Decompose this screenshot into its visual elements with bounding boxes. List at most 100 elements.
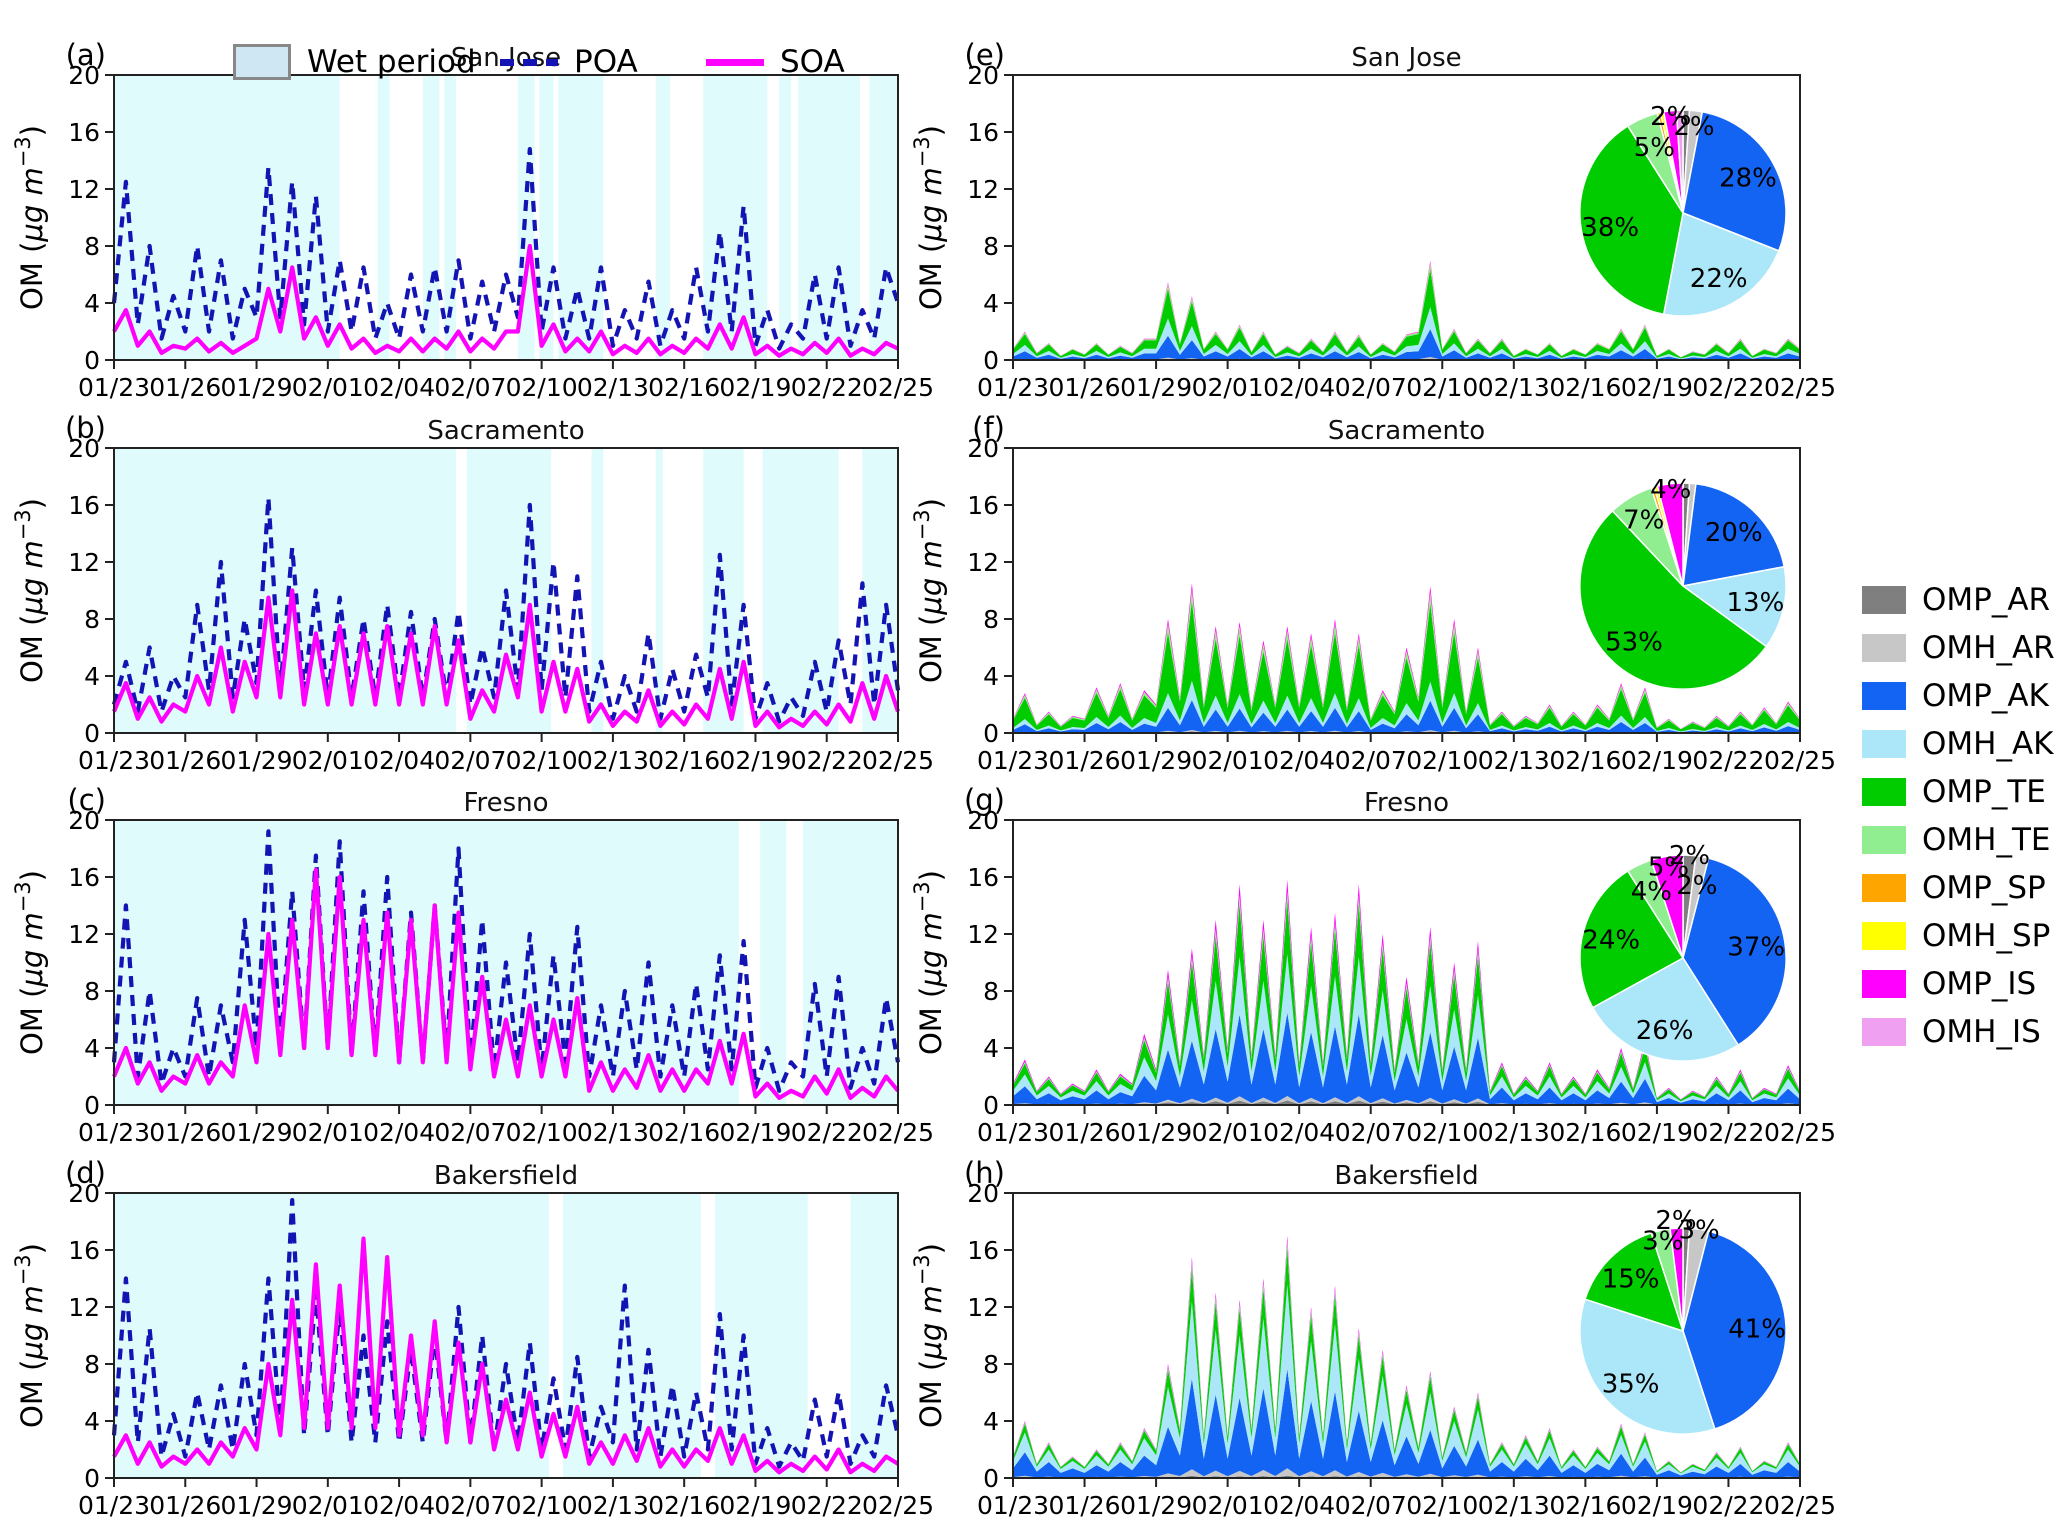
- x-tick-label: 02/19: [1621, 1118, 1693, 1147]
- x-tick-label: 02/19: [719, 1118, 791, 1147]
- x-tick-label: 02/16: [1549, 746, 1621, 775]
- x-tick-label: 02/16: [1549, 373, 1621, 402]
- legend-label: OMP_AK: [1922, 678, 2049, 714]
- wet-period-band: [715, 1193, 808, 1478]
- legend-swatch-icon: [1862, 1018, 1906, 1046]
- x-tick-label: 02/13: [577, 1118, 649, 1147]
- legend-swatch-icon: [1862, 778, 1906, 806]
- y-tick-label: 0: [84, 346, 100, 375]
- x-tick-label: 02/19: [1621, 1491, 1693, 1520]
- pie-label: 5%: [1634, 133, 1675, 163]
- x-tick-label: 01/26: [149, 746, 221, 775]
- legend-item-OMP_SP: OMP_SP: [1862, 864, 2055, 912]
- x-tick-label: 01/29: [1120, 373, 1192, 402]
- area-layer-OMP_IS: [1013, 879, 1800, 1100]
- x-tick-label: 02/16: [648, 1491, 720, 1520]
- panel-title: Sacramento: [427, 416, 584, 446]
- panel-e: 2%28%22%38%5%2%01/23 01/26 01/29 02/01 02/04…: [910, 38, 1836, 402]
- legend-item-soa: SOA: [706, 40, 845, 84]
- x-tick-label: 02/13: [1478, 373, 1550, 402]
- wet-period-band: [114, 448, 457, 733]
- area-layer-OMP_AK: [1013, 1369, 1800, 1478]
- x-tick-label: 01/23: [78, 373, 150, 402]
- legend-item-poa: POA: [500, 40, 638, 84]
- legend-item-OMH_AR: OMH_AR: [1862, 624, 2055, 672]
- y-tick-label: 0: [84, 719, 100, 748]
- x-tick-label: 02/07: [1335, 373, 1407, 402]
- x-tick-label: 01/26: [149, 1118, 221, 1147]
- x-tick-label: 02/04: [1263, 746, 1335, 775]
- wet-period-band: [114, 1193, 549, 1478]
- y-tick-label: 20: [967, 1179, 999, 1208]
- wet-period-band: [798, 75, 860, 360]
- panel-letter: (g): [964, 783, 1005, 817]
- legend-item-OMP_IS: OMP_IS: [1862, 960, 2055, 1008]
- x-tick-label: 02/04: [363, 1491, 435, 1520]
- y-tick-label: 20: [68, 806, 100, 835]
- y-axis-label: OM (μg m−3): [11, 125, 49, 310]
- x-tick-label: 02/16: [1549, 1491, 1621, 1520]
- x-tick-label: 02/04: [363, 746, 435, 775]
- x-tick-label: 02/25: [862, 373, 934, 402]
- x-tick-label: 01/29: [221, 1118, 293, 1147]
- panel-title: Sacramento: [1328, 416, 1485, 446]
- area-layer-OMP_AK: [1013, 329, 1800, 360]
- soa-line: [112, 243, 899, 358]
- x-tick-label: 01/26: [149, 373, 221, 402]
- x-tick-label: 01/23: [977, 1491, 1049, 1520]
- y-tick-label: 4: [84, 662, 100, 691]
- pie-label: 41%: [1728, 1315, 1786, 1345]
- legend-item-OMH_SP: OMH_SP: [1862, 912, 2055, 960]
- plot-frame: [1012, 819, 1801, 1106]
- pie-f: 20% 13% 53% 7%4%: [1579, 475, 1787, 690]
- panel-d: 01/23 01/26 01/29 02/01 02/04 02/07 02/10 02/13…: [11, 1156, 934, 1520]
- x-tick-label: 02/04: [363, 373, 435, 402]
- pie-slice-OMP_TE: [1579, 509, 1768, 690]
- x-tick-label: 02/25: [862, 1491, 934, 1520]
- x-tick-label: 02/10: [1406, 1491, 1478, 1520]
- y-tick-label: 0: [983, 1091, 999, 1120]
- x-tick-label: 02/10: [1406, 746, 1478, 775]
- x-tick-label: 01/29: [1120, 746, 1192, 775]
- wet-period-band: [762, 448, 839, 733]
- x-tick-label: 02/10: [506, 1491, 578, 1520]
- legend-label: OMP_TE: [1922, 774, 2046, 810]
- x-tick-label: 02/22: [791, 1118, 863, 1147]
- pie-slice-OMP_AK: [1682, 482, 1786, 587]
- pie-slice-OMH_AK: [1662, 211, 1780, 317]
- y-tick-label: 8: [84, 977, 100, 1006]
- wet-period-band: [655, 75, 670, 360]
- area-layer-OMP_AK: [1013, 700, 1800, 733]
- pie-slice-OMP_AK: [1682, 110, 1787, 252]
- panel-g: 2%2%37%26%24%4%5%01/23 01/26 01/29 02/01 02/…: [910, 783, 1836, 1147]
- y-tick-label: 16: [68, 863, 100, 892]
- pie-label: 2%: [1673, 112, 1714, 142]
- legend-item-OMP_AK: OMP_AK: [1862, 672, 2055, 720]
- plot-frame: [113, 1192, 899, 1479]
- area-layer-OMP_TE: [1013, 900, 1800, 1102]
- y-tick-label: 4: [84, 1034, 100, 1063]
- y-tick-label: 12: [967, 920, 999, 949]
- wet-period-band: [655, 448, 663, 733]
- y-tick-label: 4: [983, 662, 999, 691]
- y-tick-label: 12: [68, 920, 100, 949]
- y-axis-label: OM (μg m−3): [910, 125, 948, 310]
- plot-frame: [113, 74, 899, 361]
- x-tick-label: 02/19: [1621, 746, 1693, 775]
- y-axis-label: OM (μg m−3): [910, 1243, 948, 1428]
- plot-frame: [1012, 1192, 1801, 1479]
- x-tick-label: 01/29: [221, 1491, 293, 1520]
- x-tick-label: 02/04: [1263, 1491, 1335, 1520]
- x-tick-label: 02/19: [719, 746, 791, 775]
- x-tick-label: 02/01: [1192, 746, 1264, 775]
- y-tick-label: 12: [68, 1293, 100, 1322]
- y-tick-label: 8: [983, 977, 999, 1006]
- pie-label: 2%: [1650, 102, 1691, 132]
- pie-slice-OMH_AK: [1591, 957, 1740, 1062]
- panel-letter: (d): [65, 1156, 106, 1190]
- wet-period-band: [779, 75, 792, 360]
- panel-c: 01/23 01/26 01/29 02/01 02/04 02/07 02/10 02/13…: [11, 783, 934, 1147]
- y-tick-label: 16: [68, 118, 100, 147]
- x-tick-label: 01/26: [149, 1491, 221, 1520]
- panel-letter: (c): [67, 783, 106, 817]
